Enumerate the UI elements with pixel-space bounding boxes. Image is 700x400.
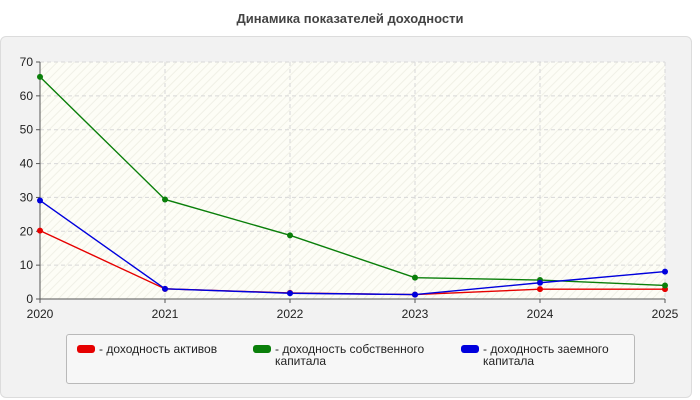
data-point-assets — [537, 286, 543, 293]
x-tick-label: 2021 — [152, 307, 179, 321]
chart-title: Динамика показателей доходности — [236, 11, 464, 26]
y-tick-label: 60 — [20, 89, 34, 103]
series-line-debt — [39, 199, 666, 296]
data-point-assets — [37, 227, 43, 234]
data-point-debt — [287, 290, 293, 297]
y-tick-label: 40 — [20, 157, 34, 171]
legend-label-assets: - доходность активов — [99, 342, 218, 356]
y-tick-label: 70 — [20, 55, 34, 69]
y-tick-label: 30 — [20, 190, 34, 204]
data-point-equity — [162, 196, 168, 203]
data-point-equity — [37, 73, 43, 80]
y-tick-label: 0 — [26, 292, 33, 306]
data-point-equity — [662, 282, 668, 289]
x-tick-label: 2022 — [277, 307, 304, 321]
data-point-debt — [412, 291, 418, 298]
legend-item-equity: - доходность собственного капитала — [253, 343, 443, 367]
legend-label-debt: - доходность заемного капитала — [483, 342, 609, 368]
y-tick-label: 10 — [20, 258, 34, 272]
legend-item-assets: - доходность активов — [77, 343, 217, 355]
plot-area — [40, 62, 665, 299]
legend-swatch-equity — [253, 345, 271, 353]
data-point-debt — [662, 268, 668, 275]
legend-item-debt: - доходность заемного капитала — [461, 343, 631, 367]
data-point-equity — [412, 274, 418, 281]
legend-label-equity: - доходность собственного капитала — [275, 342, 425, 368]
legend-swatch-assets — [77, 345, 95, 353]
data-point-equity — [287, 232, 293, 239]
data-point-debt — [162, 285, 168, 292]
y-tick-label: 20 — [20, 224, 34, 238]
y-tick-label: 50 — [20, 123, 34, 137]
legend-swatch-debt — [461, 345, 479, 353]
data-point-debt — [537, 279, 543, 286]
x-tick-label: 2020 — [27, 307, 54, 321]
x-tick-label: 2023 — [402, 307, 429, 321]
data-point-debt — [37, 197, 43, 204]
x-tick-label: 2024 — [527, 307, 554, 321]
chart-legend: - доходность активов - доходность собств… — [66, 334, 635, 384]
x-tick-label: 2025 — [652, 307, 679, 321]
